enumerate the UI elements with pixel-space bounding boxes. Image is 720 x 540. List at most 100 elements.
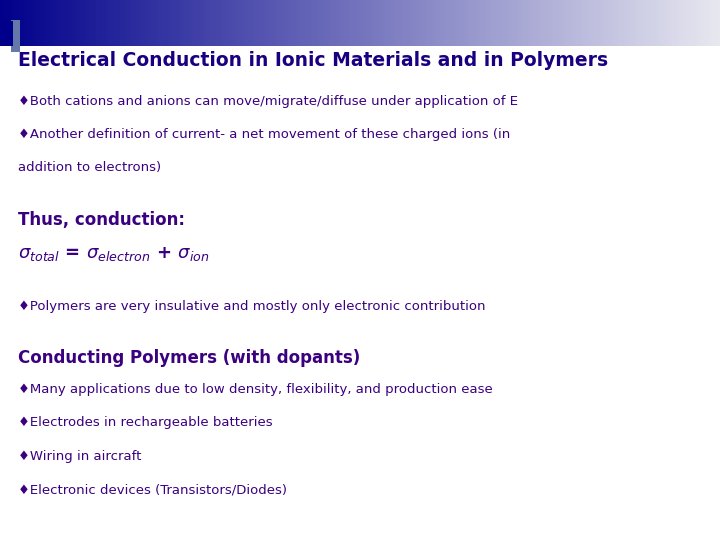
Bar [415,0,418,46]
Bar [696,0,698,46]
Bar [276,0,279,46]
Bar [689,0,691,46]
Bar [583,0,585,46]
Bar [405,0,408,46]
Bar [27,0,29,46]
Bar [456,0,459,46]
Bar [24,0,27,46]
Bar [115,0,117,46]
Bar [475,0,477,46]
Bar [691,0,693,46]
Bar [324,0,326,46]
Bar [439,0,441,46]
Bar [197,0,199,46]
Bar [135,0,137,46]
Bar [322,0,324,46]
Bar [137,0,139,46]
Bar [713,0,715,46]
Bar [29,0,31,46]
Bar [391,0,394,46]
Bar [192,0,194,46]
Bar [374,0,377,46]
Bar [173,0,175,46]
Bar [351,0,353,46]
Bar [521,0,523,46]
Bar [31,0,34,46]
Bar [228,0,230,46]
Text: ♦Electronic devices (Transistors/Diodes): ♦Electronic devices (Transistors/Diodes) [18,483,287,496]
Bar [139,0,142,46]
Bar [629,0,631,46]
Bar [99,0,101,46]
Bar [554,0,557,46]
Bar [617,0,619,46]
Text: Conducting Polymers (with dopants): Conducting Polymers (with dopants) [18,349,360,367]
Bar [657,0,660,46]
Bar [36,0,38,46]
Bar [408,0,410,46]
Bar [38,0,41,46]
Bar [621,0,624,46]
Bar [585,0,588,46]
Bar [610,0,612,46]
Bar [619,0,621,46]
Bar [538,0,540,46]
Bar [101,0,103,46]
Bar [120,0,122,46]
Bar [547,0,549,46]
Bar [333,0,336,46]
Bar [158,0,161,46]
Bar [540,0,542,46]
Bar [492,0,495,46]
Bar [336,0,338,46]
Bar [365,0,367,46]
Bar [549,0,552,46]
Bar [675,0,677,46]
Bar [156,0,158,46]
Bar [341,0,343,46]
Bar [67,0,70,46]
Bar [252,0,254,46]
Bar [12,0,14,46]
Bar [209,0,211,46]
Bar [266,0,269,46]
Bar [605,0,607,46]
Text: addition to electrons): addition to electrons) [18,161,161,174]
Bar [449,0,451,46]
Bar [166,0,168,46]
Bar [175,0,178,46]
Bar [377,0,379,46]
Bar [22,0,24,46]
Bar [144,0,146,46]
Bar [358,0,360,46]
Bar [355,0,358,46]
Bar [199,0,202,46]
Bar [103,0,106,46]
Bar [360,0,362,46]
Bar [113,0,115,46]
Bar [562,0,564,46]
Bar [495,0,497,46]
Bar [343,0,346,46]
Bar [499,0,502,46]
Bar [94,0,96,46]
Bar [0,21,13,46]
Bar [614,0,617,46]
Bar [245,0,247,46]
Bar [542,0,545,46]
Bar [319,0,322,46]
Bar [387,0,389,46]
Bar [468,0,470,46]
Bar [403,0,405,46]
Text: ♦Many applications due to low density, flexibility, and production ease: ♦Many applications due to low density, f… [18,383,492,396]
Bar [382,0,384,46]
Bar [290,0,293,46]
Bar [187,0,189,46]
Bar [117,0,120,46]
Bar [451,0,454,46]
Bar [490,0,492,46]
Bar [41,0,43,46]
Bar [655,0,657,46]
Bar [509,0,511,46]
Bar [581,0,583,46]
